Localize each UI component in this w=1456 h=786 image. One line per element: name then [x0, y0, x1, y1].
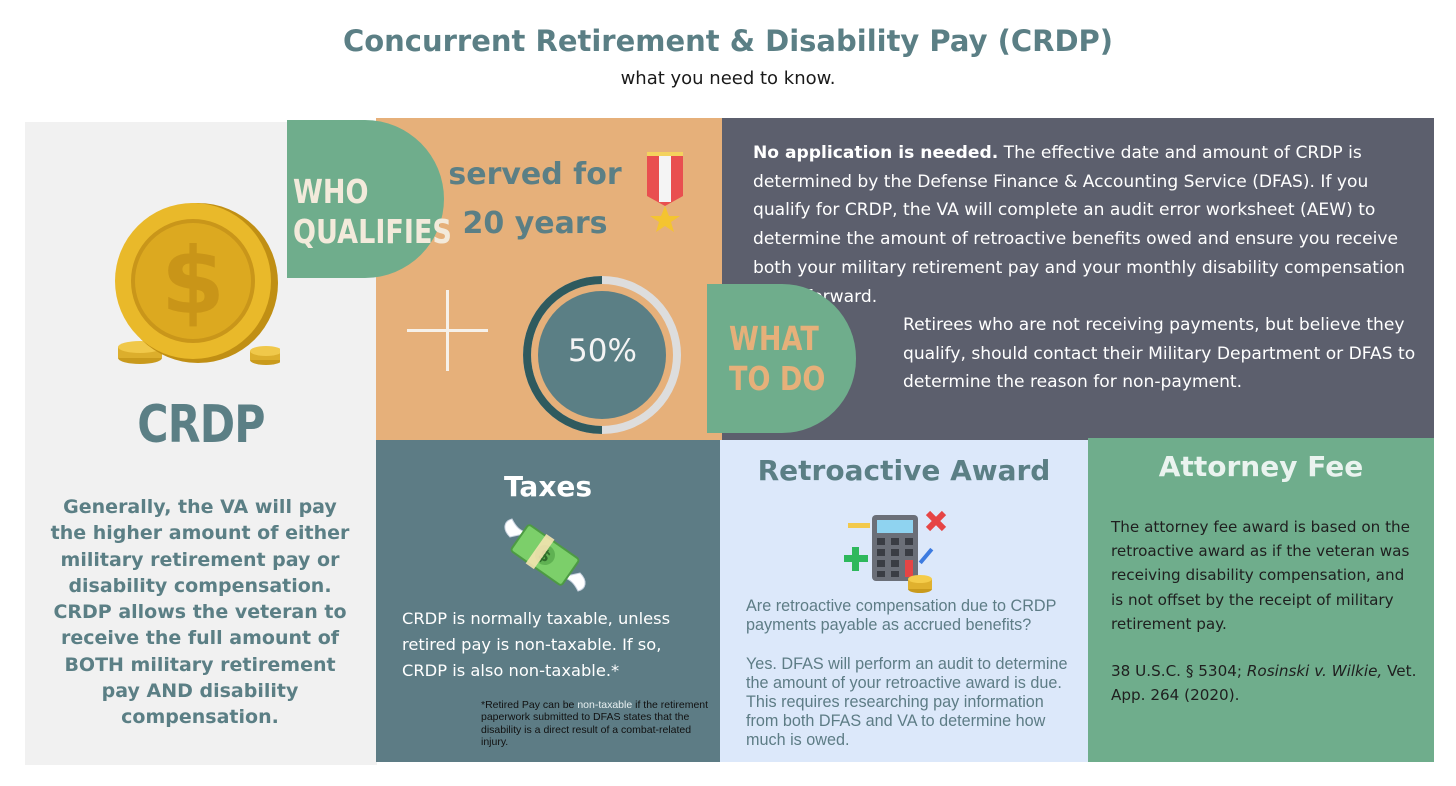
- no-application-detail: The effective date and amount of CRDP is…: [753, 143, 1406, 307]
- gold-dollar-coin-icon: $: [115, 203, 280, 365]
- retroactive-title: Retroactive Award: [757, 454, 1051, 487]
- what-to-do-label-line1: WHAT: [729, 319, 819, 358]
- money-with-wings-icon: $: [504, 518, 586, 592]
- who-qualifies-tab: [287, 120, 444, 278]
- what-to-do-tab: [707, 284, 856, 433]
- attorney-fee-citation: 38 U.S.C. § 5304; Rosinski v. Wilkie, Ve…: [1111, 659, 1421, 707]
- citation-case: Rosinski v. Wilkie,: [1246, 662, 1383, 680]
- taxes-body: CRDP is normally taxable, unless retired…: [402, 609, 671, 680]
- retroactive-panel: [720, 440, 1088, 762]
- disability-rating-gauge: [523, 276, 681, 434]
- calculator-icon: [844, 510, 947, 593]
- page-subtitle: what you need to know.: [620, 68, 836, 89]
- no-application-bold: No application is needed.: [753, 143, 999, 163]
- citation-reporter: Vet. App. 264 (2020).: [1111, 662, 1417, 705]
- non-payment-text: Retirees who are not receiving payments,…: [903, 315, 1416, 393]
- what-to-do-label-line2: TO DO: [729, 359, 826, 398]
- svg-text:$: $: [161, 228, 225, 335]
- citation-statute: 38 U.S.C. § 5304;: [1111, 662, 1247, 680]
- served-line1: served for: [448, 157, 622, 192]
- crdp-heading: CRDP: [137, 395, 265, 455]
- disability-rating-value: 50%: [568, 333, 637, 369]
- served-requirement: served for 20 years: [440, 150, 630, 248]
- taxes-footnote-post: if the retirement paperwork submitted to…: [481, 699, 709, 748]
- taxes-title: Taxes: [503, 470, 593, 503]
- served-line2: 20 years: [462, 206, 608, 241]
- attorney-fee-panel: [1088, 438, 1434, 762]
- disability-rating-arc: [523, 276, 603, 434]
- retroactive-question: Are retroactive compensation due to CRDP…: [746, 597, 1057, 634]
- who-qualifies-label-line1: WHO: [293, 172, 369, 211]
- who-qualifies-label: WHO QUALIFIES: [293, 172, 452, 252]
- page-title: Concurrent Retirement & Disability Pay (…: [342, 24, 1114, 58]
- retroactive-answer: Yes. DFAS will perform an audit to deter…: [746, 655, 1068, 749]
- crdp-summary: Generally, the VA will pay the higher am…: [50, 496, 350, 729]
- taxes-footnote-highlight: non-taxable: [577, 699, 633, 711]
- military-medal-icon: [647, 152, 683, 232]
- taxes-footnote: *Retired Pay can be non-taxable if the r…: [481, 699, 711, 748]
- taxes-footnote-pre: *Retired Pay can be: [481, 699, 578, 711]
- no-application-text: No application is needed. The effective …: [753, 139, 1425, 311]
- what-to-do-label: WHAT TO DO: [729, 319, 825, 399]
- plus-icon: [407, 290, 488, 371]
- attorney-fee-title: Attorney Fee: [1158, 450, 1364, 483]
- taxes-panel: [376, 440, 720, 762]
- who-qualifies-label-line2: QUALIFIES: [293, 212, 452, 251]
- attorney-fee-body: The attorney fee award is based on the r…: [1111, 518, 1410, 633]
